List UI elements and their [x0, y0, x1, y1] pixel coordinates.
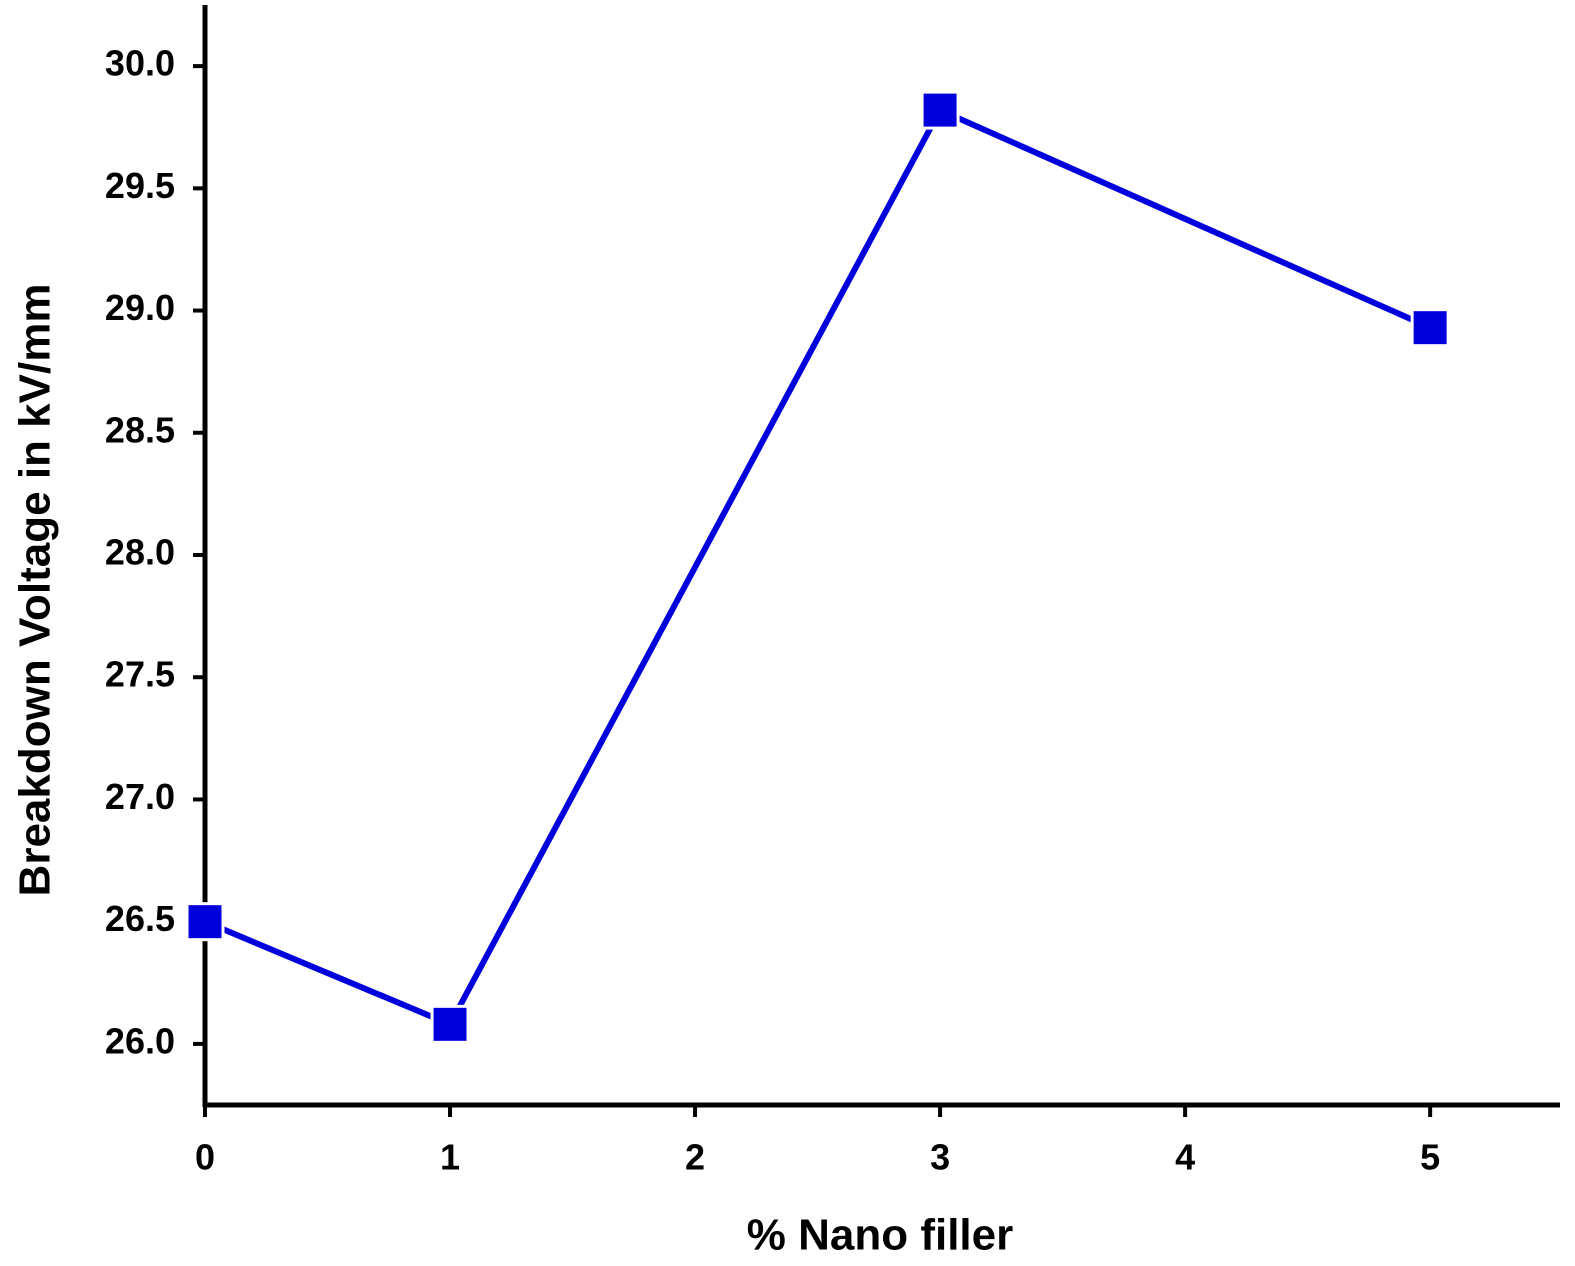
x-tick-label: 5 — [1420, 1137, 1440, 1178]
x-tick-label: 1 — [440, 1137, 460, 1178]
y-tick-label: 26.0 — [105, 1020, 175, 1061]
marker — [430, 1004, 470, 1044]
series-line — [203, 106, 1432, 1029]
x-axis-title: % Nano filler — [747, 1211, 1014, 1260]
x-tick-label: 2 — [685, 1137, 705, 1178]
x-tick-label: 0 — [195, 1137, 215, 1178]
y-tick-label: 28.5 — [105, 409, 175, 450]
y-tick-label: 29.5 — [105, 165, 175, 206]
y-tick-label: 30.0 — [105, 43, 175, 84]
marker — [1410, 308, 1450, 348]
marker — [920, 90, 960, 130]
y-axis-title: Breakdown Voltage in kV/mm — [11, 284, 60, 897]
y-tick-label: 28.0 — [105, 532, 175, 573]
y-tick-label: 26.5 — [105, 898, 175, 939]
y-tick-label: 29.0 — [105, 287, 175, 328]
x-tick-label: 3 — [930, 1137, 950, 1178]
x-tick-label: 4 — [1175, 1137, 1195, 1178]
y-tick-label: 27.5 — [105, 654, 175, 695]
marker — [185, 902, 225, 942]
y-tick-label: 27.0 — [105, 776, 175, 817]
